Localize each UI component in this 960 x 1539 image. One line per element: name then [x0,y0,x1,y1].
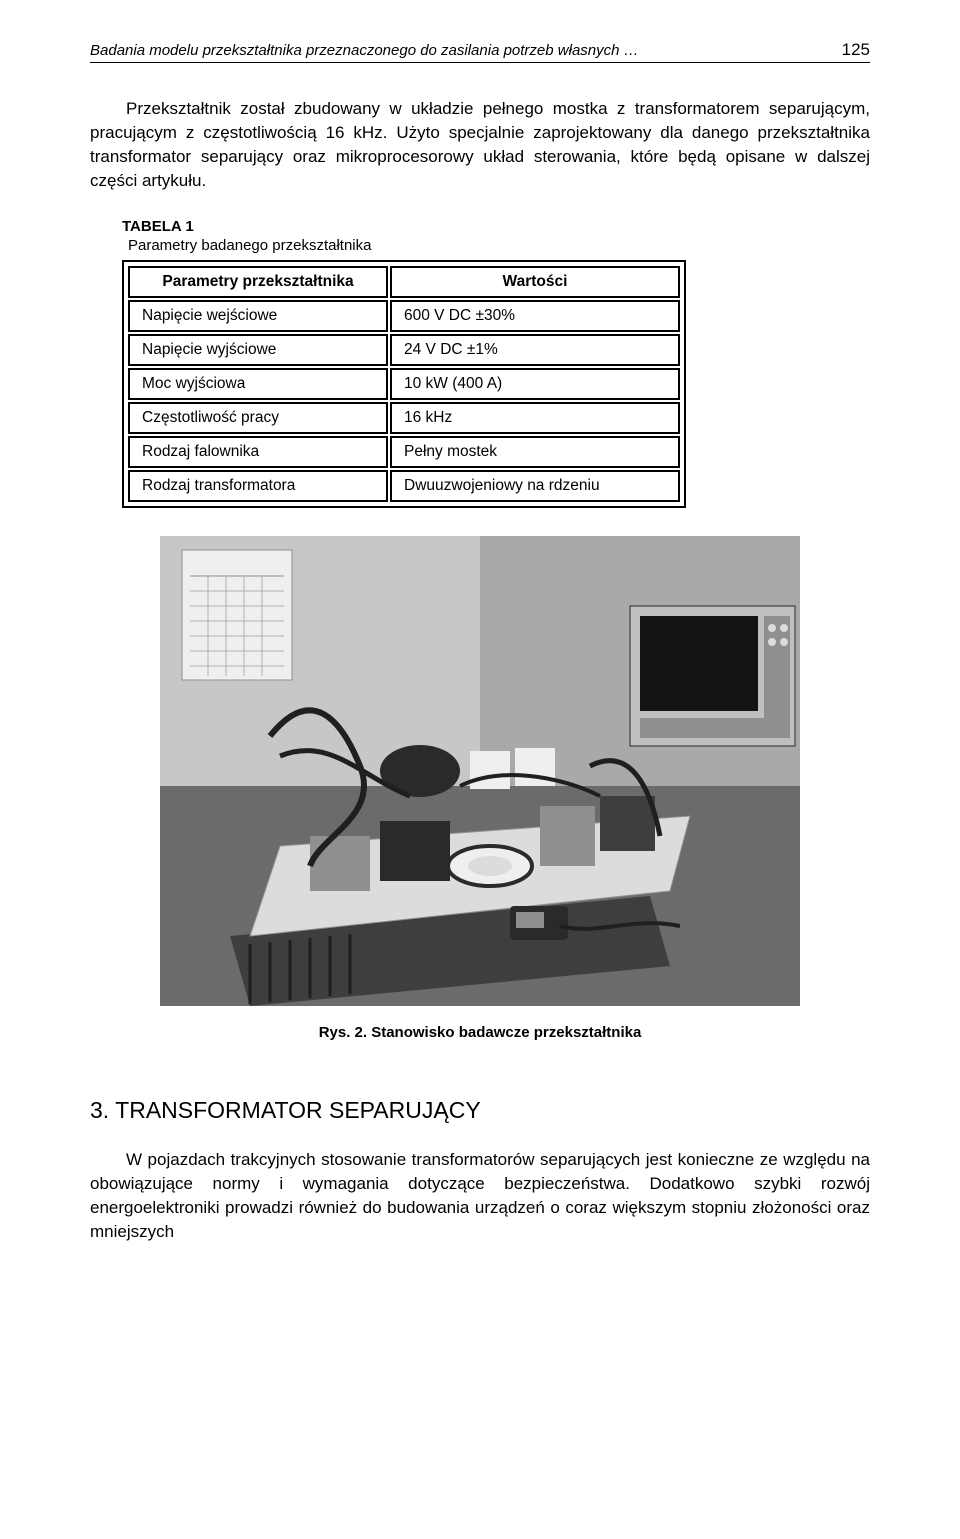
table-cell: 600 V DC ±30% [390,300,680,332]
running-title: Badania modelu przekształtnika przeznacz… [90,42,639,59]
table-label: TABELA 1 [122,218,870,235]
table-cell: Dwuuzwojeniowy na rdzeniu [390,470,680,502]
section-heading: 3. TRANSFORMATOR SEPARUJĄCY [90,1097,870,1124]
table-cell: Moc wyjściowa [128,368,388,400]
parameters-table: Parametry przekształtnika Wartości Napię… [122,260,686,508]
figure-caption: Rys. 2. Stanowisko badawcze przekształtn… [90,1024,870,1041]
table-cell: Rodzaj transformatora [128,470,388,502]
table-cell: 16 kHz [390,402,680,434]
table-row: Rodzaj falownika Pełny mostek [128,436,680,468]
table-row: Częstotliwość pracy 16 kHz [128,402,680,434]
section-number: 3. [90,1097,109,1123]
table-caption: Parametry badanego przekształtnika [122,237,870,254]
paragraph-1: Przekształtnik został zbudowany w układz… [90,97,870,194]
figure-2 [160,536,800,1006]
table-header-cell: Wartości [390,266,680,298]
table-cell: Rodzaj falownika [128,436,388,468]
running-header: Badania modelu przekształtnika przeznacz… [90,40,870,63]
table-cell: Napięcie wejściowe [128,300,388,332]
table-row: Rodzaj transformatora Dwuuzwojeniowy na … [128,470,680,502]
section-title: TRANSFORMATOR SEPARUJĄCY [115,1097,480,1123]
table-header-cell: Parametry przekształtnika [128,266,388,298]
lab-photo-icon [160,536,800,1006]
table-cell: 10 kW (400 A) [390,368,680,400]
table-cell: Napięcie wyjściowe [128,334,388,366]
table-1: TABELA 1 Parametry badanego przekształtn… [122,218,870,508]
table-cell: 24 V DC ±1% [390,334,680,366]
table-row: Napięcie wejściowe 600 V DC ±30% [128,300,680,332]
paragraph-2: W pojazdach trakcyjnych stosowanie trans… [90,1148,870,1245]
table-row: Moc wyjściowa 10 kW (400 A) [128,368,680,400]
table-row: Napięcie wyjściowe 24 V DC ±1% [128,334,680,366]
page-number: 125 [842,40,870,60]
table-cell: Częstotliwość pracy [128,402,388,434]
table-cell: Pełny mostek [390,436,680,468]
page: Badania modelu przekształtnika przeznacz… [0,0,960,1318]
table-header-row: Parametry przekształtnika Wartości [128,266,680,298]
